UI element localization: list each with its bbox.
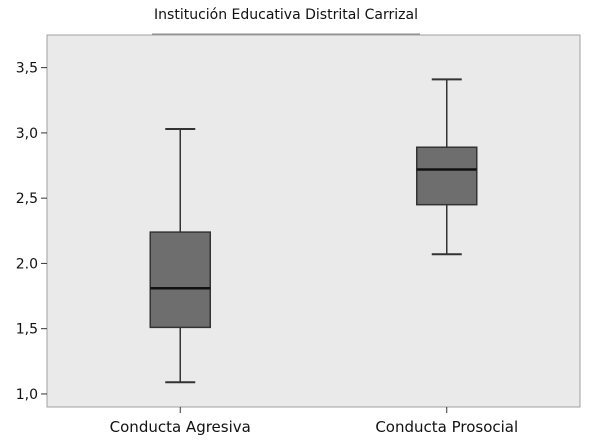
- y-tick-label: 3,0: [16, 126, 38, 142]
- iqr-box: [149, 231, 211, 329]
- box-group: [416, 78, 478, 256]
- y-tick-label: 2,5: [16, 191, 38, 207]
- plot-area: [46, 34, 581, 408]
- chart-title: Institución Educativa Distrital Carrizal: [154, 7, 418, 23]
- box-group: [149, 127, 211, 384]
- y-tick-label: 2.0: [16, 256, 38, 272]
- x-tick-label: Conducta Prosocial: [375, 418, 518, 436]
- boxes: [149, 78, 478, 384]
- y-tick-label: 1,0: [16, 387, 38, 403]
- iqr-box: [416, 146, 478, 206]
- y-tick-label: 3,5: [16, 61, 38, 77]
- y-tick-label: 1,5: [16, 322, 38, 338]
- y-axis: 1,0 1,5 2.0 2,5 3,0 3,5: [16, 61, 47, 403]
- x-axis: Conducta Agresiva Conducta Prosocial: [110, 407, 518, 436]
- x-tick-label: Conducta Agresiva: [110, 418, 251, 436]
